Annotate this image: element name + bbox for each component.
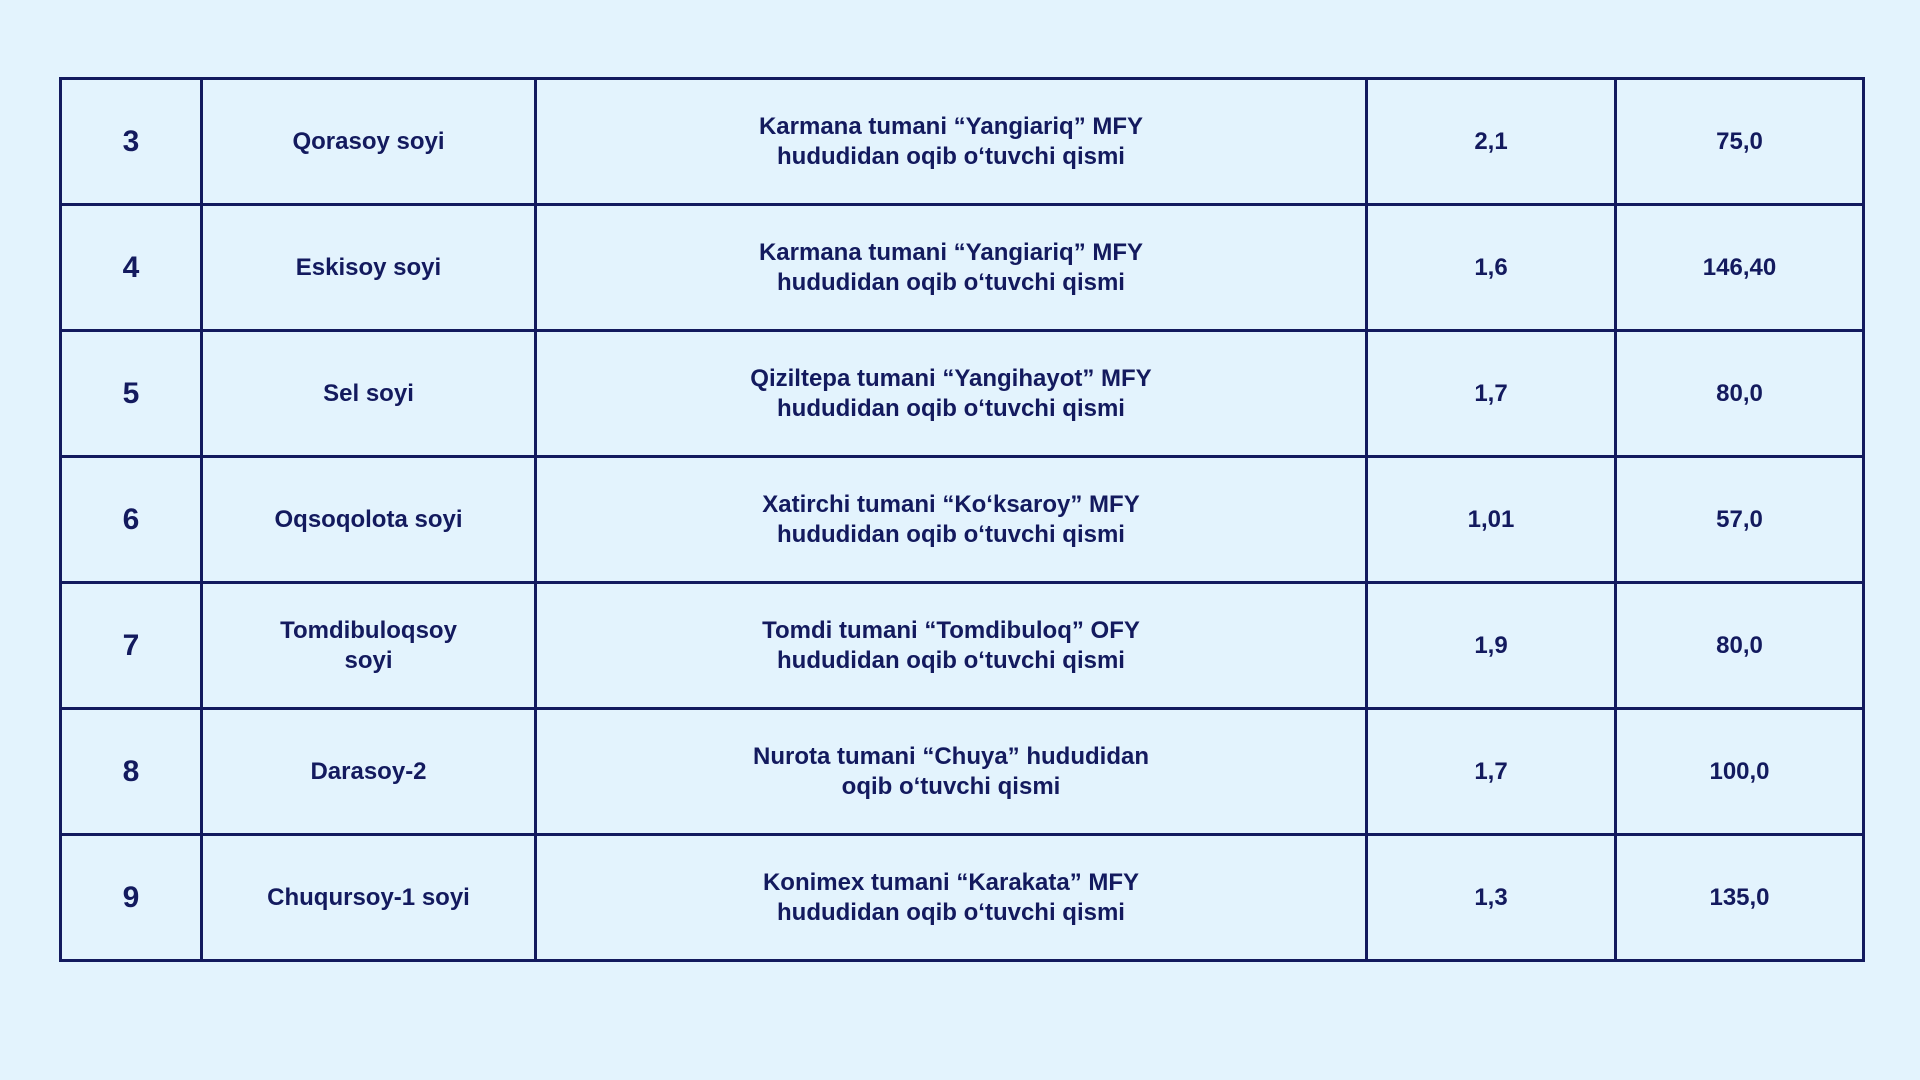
row-number: 9 xyxy=(59,833,203,962)
table-row: 9 Chuqursoy-1 soyi Konimex tumani “Karak… xyxy=(59,833,1865,962)
length-value: 1,7 xyxy=(1365,329,1617,458)
amount-value: 100,0 xyxy=(1614,707,1865,836)
length-value: 1,3 xyxy=(1365,833,1617,962)
amount-value: 135,0 xyxy=(1614,833,1865,962)
row-number: 4 xyxy=(59,203,203,332)
table-row: 6 Oqsoqolota soyi Xatirchi tumani “Ko‘ks… xyxy=(59,455,1865,584)
amount-value: 80,0 xyxy=(1614,329,1865,458)
data-table: 3 Qorasoy soyi Karmana tumani “Yangiariq… xyxy=(59,77,1865,962)
location-description: Karmana tumani “Yangiariq” MFY hududidan… xyxy=(534,77,1368,206)
amount-value: 75,0 xyxy=(1614,77,1865,206)
stream-name: Oqsoqolota soyi xyxy=(200,455,537,584)
row-number: 6 xyxy=(59,455,203,584)
row-number: 3 xyxy=(59,77,203,206)
stream-name: Tomdibuloqsoy soyi xyxy=(200,581,537,710)
row-number: 8 xyxy=(59,707,203,836)
data-table-container: 3 Qorasoy soyi Karmana tumani “Yangiariq… xyxy=(59,77,1865,962)
length-value: 1,7 xyxy=(1365,707,1617,836)
row-number: 7 xyxy=(59,581,203,710)
stream-name: Chuqursoy-1 soyi xyxy=(200,833,537,962)
stream-name: Eskisoy soyi xyxy=(200,203,537,332)
table-row: 8 Darasoy-2 Nurota tumani “Chuya” hududi… xyxy=(59,707,1865,836)
table-row: 4 Eskisoy soyi Karmana tumani “Yangiariq… xyxy=(59,203,1865,332)
stream-name: Sel soyi xyxy=(200,329,537,458)
amount-value: 57,0 xyxy=(1614,455,1865,584)
stream-name: Qorasoy soyi xyxy=(200,77,537,206)
length-value: 1,9 xyxy=(1365,581,1617,710)
location-description: Karmana tumani “Yangiariq” MFY hududidan… xyxy=(534,203,1368,332)
table-row: 3 Qorasoy soyi Karmana tumani “Yangiariq… xyxy=(59,77,1865,206)
stream-name: Darasoy-2 xyxy=(200,707,537,836)
location-description: Tomdi tumani “Tomdibuloq” OFY hududidan … xyxy=(534,581,1368,710)
location-description: Nurota tumani “Chuya” hududidan oqib o‘t… xyxy=(534,707,1368,836)
amount-value: 80,0 xyxy=(1614,581,1865,710)
length-value: 1,01 xyxy=(1365,455,1617,584)
location-description: Xatirchi tumani “Ko‘ksaroy” MFY hududida… xyxy=(534,455,1368,584)
location-description: Konimex tumani “Karakata” MFY hududidan … xyxy=(534,833,1368,962)
length-value: 1,6 xyxy=(1365,203,1617,332)
amount-value: 146,40 xyxy=(1614,203,1865,332)
length-value: 2,1 xyxy=(1365,77,1617,206)
table-row: 7 Tomdibuloqsoy soyi Tomdi tumani “Tomdi… xyxy=(59,581,1865,710)
location-description: Qiziltepa tumani “Yangihayot” MFY hududi… xyxy=(534,329,1368,458)
table-row: 5 Sel soyi Qiziltepa tumani “Yangihayot”… xyxy=(59,329,1865,458)
row-number: 5 xyxy=(59,329,203,458)
